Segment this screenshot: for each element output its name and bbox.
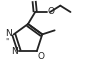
- Text: N: N: [11, 47, 18, 56]
- Text: N: N: [5, 29, 12, 38]
- Text: O: O: [38, 52, 45, 61]
- Text: '': '': [5, 38, 9, 47]
- Text: O: O: [48, 8, 55, 17]
